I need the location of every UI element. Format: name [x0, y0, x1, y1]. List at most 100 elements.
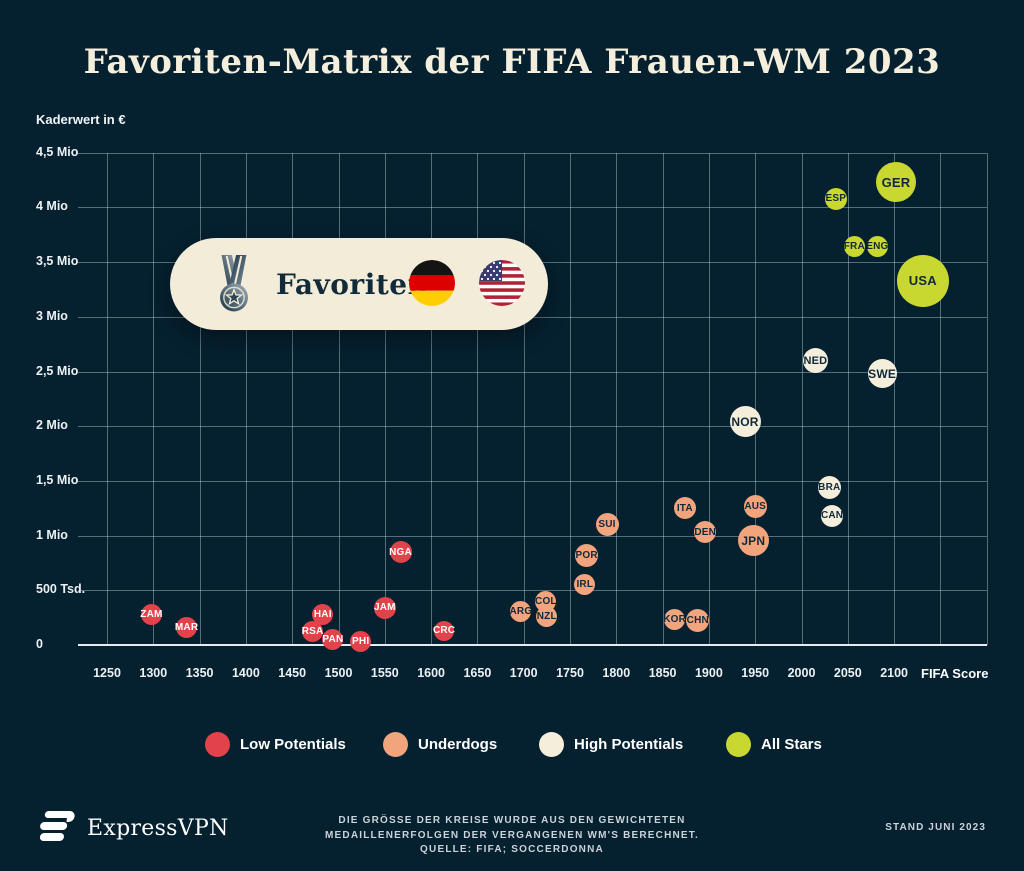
bubble-den: DEN [694, 521, 717, 544]
favorites-callout: Favoriten [170, 238, 548, 330]
gridline-vertical [662, 153, 664, 645]
x-tick-label: 1800 [602, 666, 631, 680]
usa-flag-icon [479, 260, 525, 306]
x-axis-title: FIFA Score [921, 666, 989, 681]
bubble-fra: FRA [844, 236, 865, 258]
gridline-horizontal [78, 152, 987, 154]
legend-swatch-low [205, 732, 230, 757]
legend-label: Underdogs [418, 736, 498, 753]
legend-label: Low Potentials [240, 736, 346, 753]
page-title: Favoriten-Matrix der FIFA Frauen-WM 2023 [83, 42, 941, 82]
bubble-ita: ITA [673, 497, 696, 520]
legend-item-high: High Potentials [539, 732, 683, 757]
bubble-swe: SWE [867, 359, 897, 389]
x-tick-label: 1550 [370, 666, 399, 680]
legend-swatch-high [539, 732, 564, 757]
gridline-vertical [292, 153, 294, 645]
bubble-arg: ARG [509, 600, 532, 622]
x-tick-label: 2050 [833, 666, 862, 680]
gridline-vertical [986, 153, 988, 645]
y-axis-title: Kaderwert in € [36, 112, 126, 127]
y-tick-label: 3 Mio [36, 308, 68, 323]
bubble-chn: CHN [686, 609, 710, 633]
bubble-rsa: RSA [302, 621, 323, 643]
bubble-phi: PHI [350, 631, 372, 653]
y-tick-label: 3,5 Mio [36, 254, 79, 269]
bubble-por: POR [575, 544, 599, 568]
footer-note: DIE GRÖSSE DER KREISE WURDE AUS DEN GEWI… [0, 814, 1024, 858]
y-tick-label: 4,5 Mio [36, 144, 79, 159]
x-tick-label: 1300 [139, 666, 168, 680]
bubble-ned: NED [802, 348, 828, 374]
x-tick-label: 1450 [278, 666, 307, 680]
favorites-label: Favoriten [276, 267, 429, 301]
gridline-vertical [570, 153, 571, 645]
gridline-vertical [245, 153, 247, 645]
gridline-horizontal [78, 207, 987, 209]
legend-swatch-underdog [383, 732, 408, 757]
bubble-crc: CRC [433, 620, 455, 641]
bubble-can: CAN [821, 504, 844, 527]
bubble-sui: SUI [595, 513, 619, 537]
bubble-zam: ZAM [140, 603, 162, 625]
gridline-vertical [616, 153, 618, 645]
gridline-vertical [847, 153, 849, 645]
bubble-jpn: JPN [737, 525, 769, 556]
footer-date: STAND JUNI 2023 [885, 822, 986, 833]
gridline-horizontal [78, 535, 987, 537]
gridline-vertical [431, 153, 433, 645]
x-tick-label: 1250 [93, 666, 121, 680]
x-tick-label: 2000 [787, 666, 816, 680]
y-tick-label: 2,5 Mio [36, 363, 79, 378]
gridline-horizontal [78, 480, 987, 482]
legend-item-underdog: Underdogs [383, 732, 497, 757]
legend-item-allstar: All Stars [726, 732, 822, 757]
y-tick-label: 4 Mio [36, 199, 68, 214]
gridline-vertical [384, 153, 386, 645]
bubble-nzl: NZL [536, 605, 558, 627]
footer-note-line: MEDAILLENERFOLGEN DER VERGANGENEN WM'S B… [325, 829, 699, 841]
gridline-vertical [153, 153, 155, 645]
bubble-mar: MAR [175, 617, 198, 638]
x-tick-label: 1850 [648, 666, 677, 680]
bubble-usa: USA [896, 254, 949, 307]
x-tick-label: 1600 [417, 666, 445, 680]
x-tick-label: 1650 [463, 666, 492, 680]
brand-logo: ExpressVPN [36, 808, 229, 849]
bubble-ger: GER [876, 162, 916, 203]
gridline-vertical [107, 153, 108, 645]
bubble-kor: KOR [663, 609, 686, 631]
legend-label: High Potentials [574, 736, 684, 753]
bubble-nga: NGA [389, 541, 412, 563]
gridline-horizontal [78, 371, 987, 373]
bubble-esp: ESP [824, 187, 847, 210]
y-tick-label: 2 Mio [36, 418, 68, 433]
gridline-vertical [940, 153, 942, 645]
gridline-vertical [755, 153, 757, 645]
x-tick-label: 1400 [231, 666, 260, 680]
x-tick-label: 1350 [185, 666, 214, 680]
expressvpn-icon [36, 808, 78, 849]
gridline-horizontal [78, 590, 987, 592]
gridline-vertical [523, 153, 525, 645]
gridline-vertical [199, 153, 201, 645]
gridline-vertical [708, 153, 710, 645]
medal-icon [208, 254, 260, 317]
gridline-vertical [338, 153, 340, 645]
bubble-eng: ENG [866, 236, 888, 258]
x-axis-line [78, 644, 987, 646]
bubble-pan: PAN [322, 628, 344, 650]
bubble-jam: JAM [373, 596, 396, 619]
footer-note-line: DIE GRÖSSE DER KREISE WURDE AUS DEN GEWI… [338, 815, 686, 826]
bubble-aus: AUS [743, 494, 767, 518]
legend-label: All Stars [761, 736, 822, 753]
x-tick-label: 1500 [324, 666, 353, 680]
legend-swatch-allstar [726, 732, 751, 757]
y-tick-label: 1,5 Mio [36, 472, 79, 487]
legend-item-low: Low Potentials [205, 732, 346, 757]
footer-note-line: QUELLE: FIFA; SOCCERDONNA [420, 844, 604, 855]
gridline-vertical [801, 153, 803, 645]
x-tick-label: 1950 [741, 666, 770, 680]
